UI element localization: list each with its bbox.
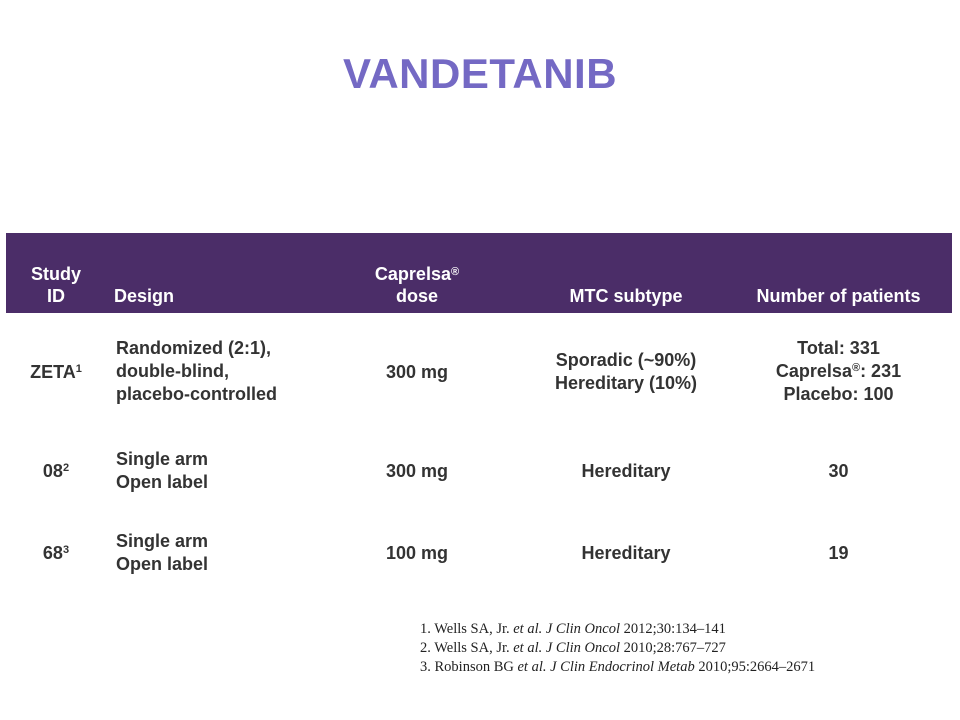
reference-number: 2. bbox=[420, 640, 431, 656]
reference-authors: Robinson BG bbox=[434, 659, 514, 675]
registered-mark: ® bbox=[851, 362, 861, 374]
reference-number: 3. bbox=[420, 659, 431, 675]
mtc-subtype: Hereditary bbox=[581, 543, 671, 563]
header-design: Design bbox=[114, 286, 175, 306]
study-ref-number: 1 bbox=[75, 363, 82, 375]
reference-number: 1. bbox=[420, 621, 431, 637]
table-row: 683 Single arm Open label 100 mg Heredit… bbox=[6, 517, 952, 601]
study-id: 082 bbox=[18, 460, 94, 483]
study-id: 683 bbox=[18, 542, 94, 565]
reference-journal: J Clin Oncol bbox=[545, 621, 620, 637]
design-line: double-blind, bbox=[116, 361, 229, 381]
reference-citation: 2012;30:134–141 bbox=[623, 621, 726, 637]
design-line: Open label bbox=[116, 472, 209, 492]
patients-caprelsa-label: Caprelsa bbox=[775, 361, 852, 381]
mtc-subtype: Sporadic (~90%) Hereditary (10%) bbox=[516, 349, 736, 395]
header-study-id: Study ID bbox=[30, 264, 81, 306]
dose: 100 mg bbox=[385, 543, 449, 563]
design: Randomized (2:1), double-blind, placebo-… bbox=[116, 337, 277, 406]
references: 1. Wells SA, Jr. et al. J Clin Oncol 201… bbox=[420, 620, 950, 677]
reference-item: 1. Wells SA, Jr. et al. J Clin Oncol 201… bbox=[420, 620, 950, 639]
study-id-text: 08 bbox=[42, 461, 63, 481]
header-dose-label: Caprelsa bbox=[374, 264, 451, 284]
design-line: Single arm bbox=[116, 531, 209, 551]
subtype-line: Hereditary (10%) bbox=[554, 373, 698, 393]
dose: 300 mg bbox=[385, 362, 449, 382]
reference-item: 3. Robinson BG et al. J Clin Endocrinol … bbox=[420, 658, 950, 677]
patients-placebo: Placebo: 100 bbox=[783, 384, 894, 404]
table-header: Study ID Design Caprelsa® dose MTC subty… bbox=[6, 233, 952, 313]
reference-etal: et al. bbox=[513, 621, 543, 637]
dose: 300 mg bbox=[385, 461, 449, 481]
study-ref-number: 3 bbox=[62, 544, 70, 556]
study-id-text: ZETA bbox=[30, 362, 76, 382]
header-dose-line2: dose bbox=[395, 286, 438, 306]
reference-authors: Wells SA, Jr. bbox=[434, 640, 510, 656]
studies-table: Study ID Design Caprelsa® dose MTC subty… bbox=[6, 233, 952, 601]
reference-item: 2. Wells SA, Jr. et al. J Clin Oncol 201… bbox=[420, 639, 950, 658]
number-of-patients: 30 bbox=[828, 461, 849, 481]
reference-etal: et al. bbox=[513, 640, 543, 656]
reference-journal: J Clin Endocrinol Metab bbox=[550, 659, 695, 675]
reference-journal: J Clin Oncol bbox=[545, 640, 620, 656]
design-line: placebo-controlled bbox=[116, 384, 278, 404]
slide-title: VANDETANIB bbox=[342, 50, 618, 97]
reference-etal: et al. bbox=[517, 659, 547, 675]
design: Single arm Open label bbox=[116, 530, 208, 576]
header-mtc-subtype: MTC subtype bbox=[569, 286, 683, 306]
reference-citation: 2010;95:2664–2671 bbox=[698, 659, 816, 675]
patients-caprelsa: Caprelsa®: 231 bbox=[736, 360, 941, 383]
header-dose: Caprelsa® dose bbox=[362, 263, 472, 307]
design: Single arm Open label bbox=[116, 448, 208, 494]
table-row: 082 Single arm Open label 300 mg Heredit… bbox=[6, 433, 952, 517]
number-of-patients: 19 bbox=[828, 543, 849, 563]
patients-total: Total: 331 bbox=[797, 338, 880, 358]
patients-caprelsa-value: : 231 bbox=[860, 361, 902, 381]
design-line: Single arm bbox=[116, 449, 209, 469]
mtc-subtype: Hereditary bbox=[581, 461, 671, 481]
subtype-line: Sporadic (~90%) bbox=[555, 350, 697, 370]
study-ref-number: 2 bbox=[62, 462, 70, 474]
header-dose-registered: ® bbox=[450, 266, 460, 278]
number-of-patients: Total: 331 Caprelsa®: 231 Placebo: 100 bbox=[736, 337, 941, 406]
table-row: ZETA1 Randomized (2:1), double-blind, pl… bbox=[6, 313, 952, 433]
design-line: Open label bbox=[116, 554, 209, 574]
reference-citation: 2010;28:767–727 bbox=[623, 640, 726, 656]
reference-authors: Wells SA, Jr. bbox=[434, 621, 510, 637]
design-line: Randomized (2:1), bbox=[116, 338, 272, 358]
study-id-text: 68 bbox=[42, 543, 63, 563]
study-id: ZETA1 bbox=[18, 361, 94, 384]
header-number-of-patients: Number of patients bbox=[756, 286, 921, 306]
